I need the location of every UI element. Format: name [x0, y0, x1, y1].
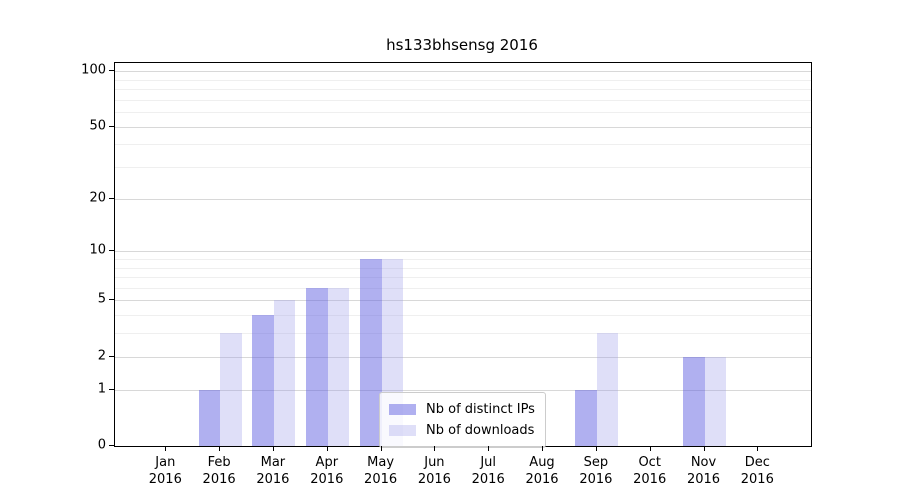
x-tick-label: Sep 2016 [579, 455, 613, 487]
x-tick-label: Aug 2016 [525, 455, 559, 487]
bar-downloads-apr [327, 287, 350, 446]
major-gridline [115, 198, 811, 200]
minor-gridline [115, 79, 811, 81]
y-tick-label: 100 [81, 62, 106, 78]
x-tick-label: Jan 2016 [148, 455, 182, 487]
x-tick-label: May 2016 [364, 455, 398, 487]
x-tick-mark [488, 446, 490, 451]
legend-swatch-distinct-ips [389, 404, 416, 415]
x-tick-mark [326, 446, 328, 451]
x-tick-mark [595, 446, 597, 451]
y-tick-label: 1 [97, 381, 106, 397]
legend-label: Nb of distinct IPs [426, 402, 535, 417]
x-tick-mark [380, 446, 382, 451]
x-tick-label: Jul 2016 [471, 455, 505, 487]
bars-layer [115, 63, 811, 446]
legend-row: Nb of distinct IPs [389, 399, 535, 420]
minor-gridline [115, 315, 811, 317]
plot-area: Nb of distinct IPs Nb of downloads [114, 62, 812, 448]
major-gridline [115, 71, 811, 72]
major-gridline [115, 300, 811, 302]
minor-gridline [115, 99, 811, 101]
y-tick-label: 10 [89, 242, 106, 258]
x-tick-mark [757, 446, 759, 451]
y-tick-mark [109, 299, 114, 301]
bar-distinct-ips-mar [252, 315, 274, 446]
minor-gridline [115, 258, 811, 260]
bar-distinct-ips-nov [683, 356, 705, 446]
x-tick-label: Dec 2016 [740, 455, 774, 487]
legend-label: Nb of downloads [426, 423, 535, 438]
bar-downloads-feb [220, 333, 242, 446]
major-gridline [115, 389, 811, 391]
bar-distinct-ips-may [360, 258, 382, 446]
x-tick-mark [542, 446, 543, 451]
y-tick-mark [109, 70, 114, 71]
bar-distinct-ips-feb [198, 389, 221, 446]
bar-distinct-ips-apr [306, 287, 328, 446]
y-tick-label: 0 [97, 437, 106, 453]
legend-swatch-downloads [389, 425, 416, 436]
gridlines-layer [115, 63, 811, 446]
y-tick-mark [109, 197, 114, 199]
bar-distinct-ips-sep [575, 389, 597, 446]
x-tick-label: Apr 2016 [310, 455, 344, 487]
y-tick-mark [109, 445, 114, 446]
x-tick-mark [434, 446, 436, 451]
major-gridline [115, 251, 811, 253]
x-tick-mark [272, 446, 274, 451]
minor-gridline [115, 333, 811, 335]
minor-gridline [115, 167, 811, 168]
chart-title: hs133bhsensg 2016 [386, 36, 538, 54]
x-tick-label: Feb 2016 [202, 455, 236, 487]
y-tick-mark [109, 125, 114, 127]
minor-gridline [115, 277, 811, 278]
bar-downloads-mar [273, 300, 296, 446]
y-tick-label: 5 [97, 291, 106, 307]
x-tick-mark [219, 446, 221, 451]
x-tick-mark [165, 446, 167, 451]
x-tick-label: Jun 2016 [417, 455, 451, 487]
x-tick-label: Nov 2016 [686, 455, 721, 487]
major-gridline [115, 126, 811, 128]
legend-row: Nb of downloads [389, 420, 535, 441]
legend: Nb of distinct IPs Nb of downloads [379, 392, 546, 448]
bar-downloads-nov [704, 356, 726, 446]
minor-gridline [115, 144, 811, 146]
x-tick-label: Oct 2016 [633, 455, 667, 487]
bar-downloads-sep [596, 333, 619, 446]
minor-gridline [115, 267, 811, 269]
minor-gridline [115, 89, 811, 90]
y-tick-mark [109, 388, 114, 390]
y-tick-label: 20 [89, 190, 106, 206]
minor-gridline [115, 287, 811, 289]
x-tick-mark [649, 446, 651, 451]
minor-gridline [115, 112, 811, 113]
y-tick-label: 2 [97, 348, 106, 364]
major-gridline [115, 356, 811, 358]
y-tick-mark [109, 250, 114, 252]
x-tick-mark [703, 446, 705, 451]
y-tick-mark [109, 355, 114, 357]
x-tick-label: Mar 2016 [256, 455, 290, 487]
y-tick-label: 50 [89, 118, 106, 133]
